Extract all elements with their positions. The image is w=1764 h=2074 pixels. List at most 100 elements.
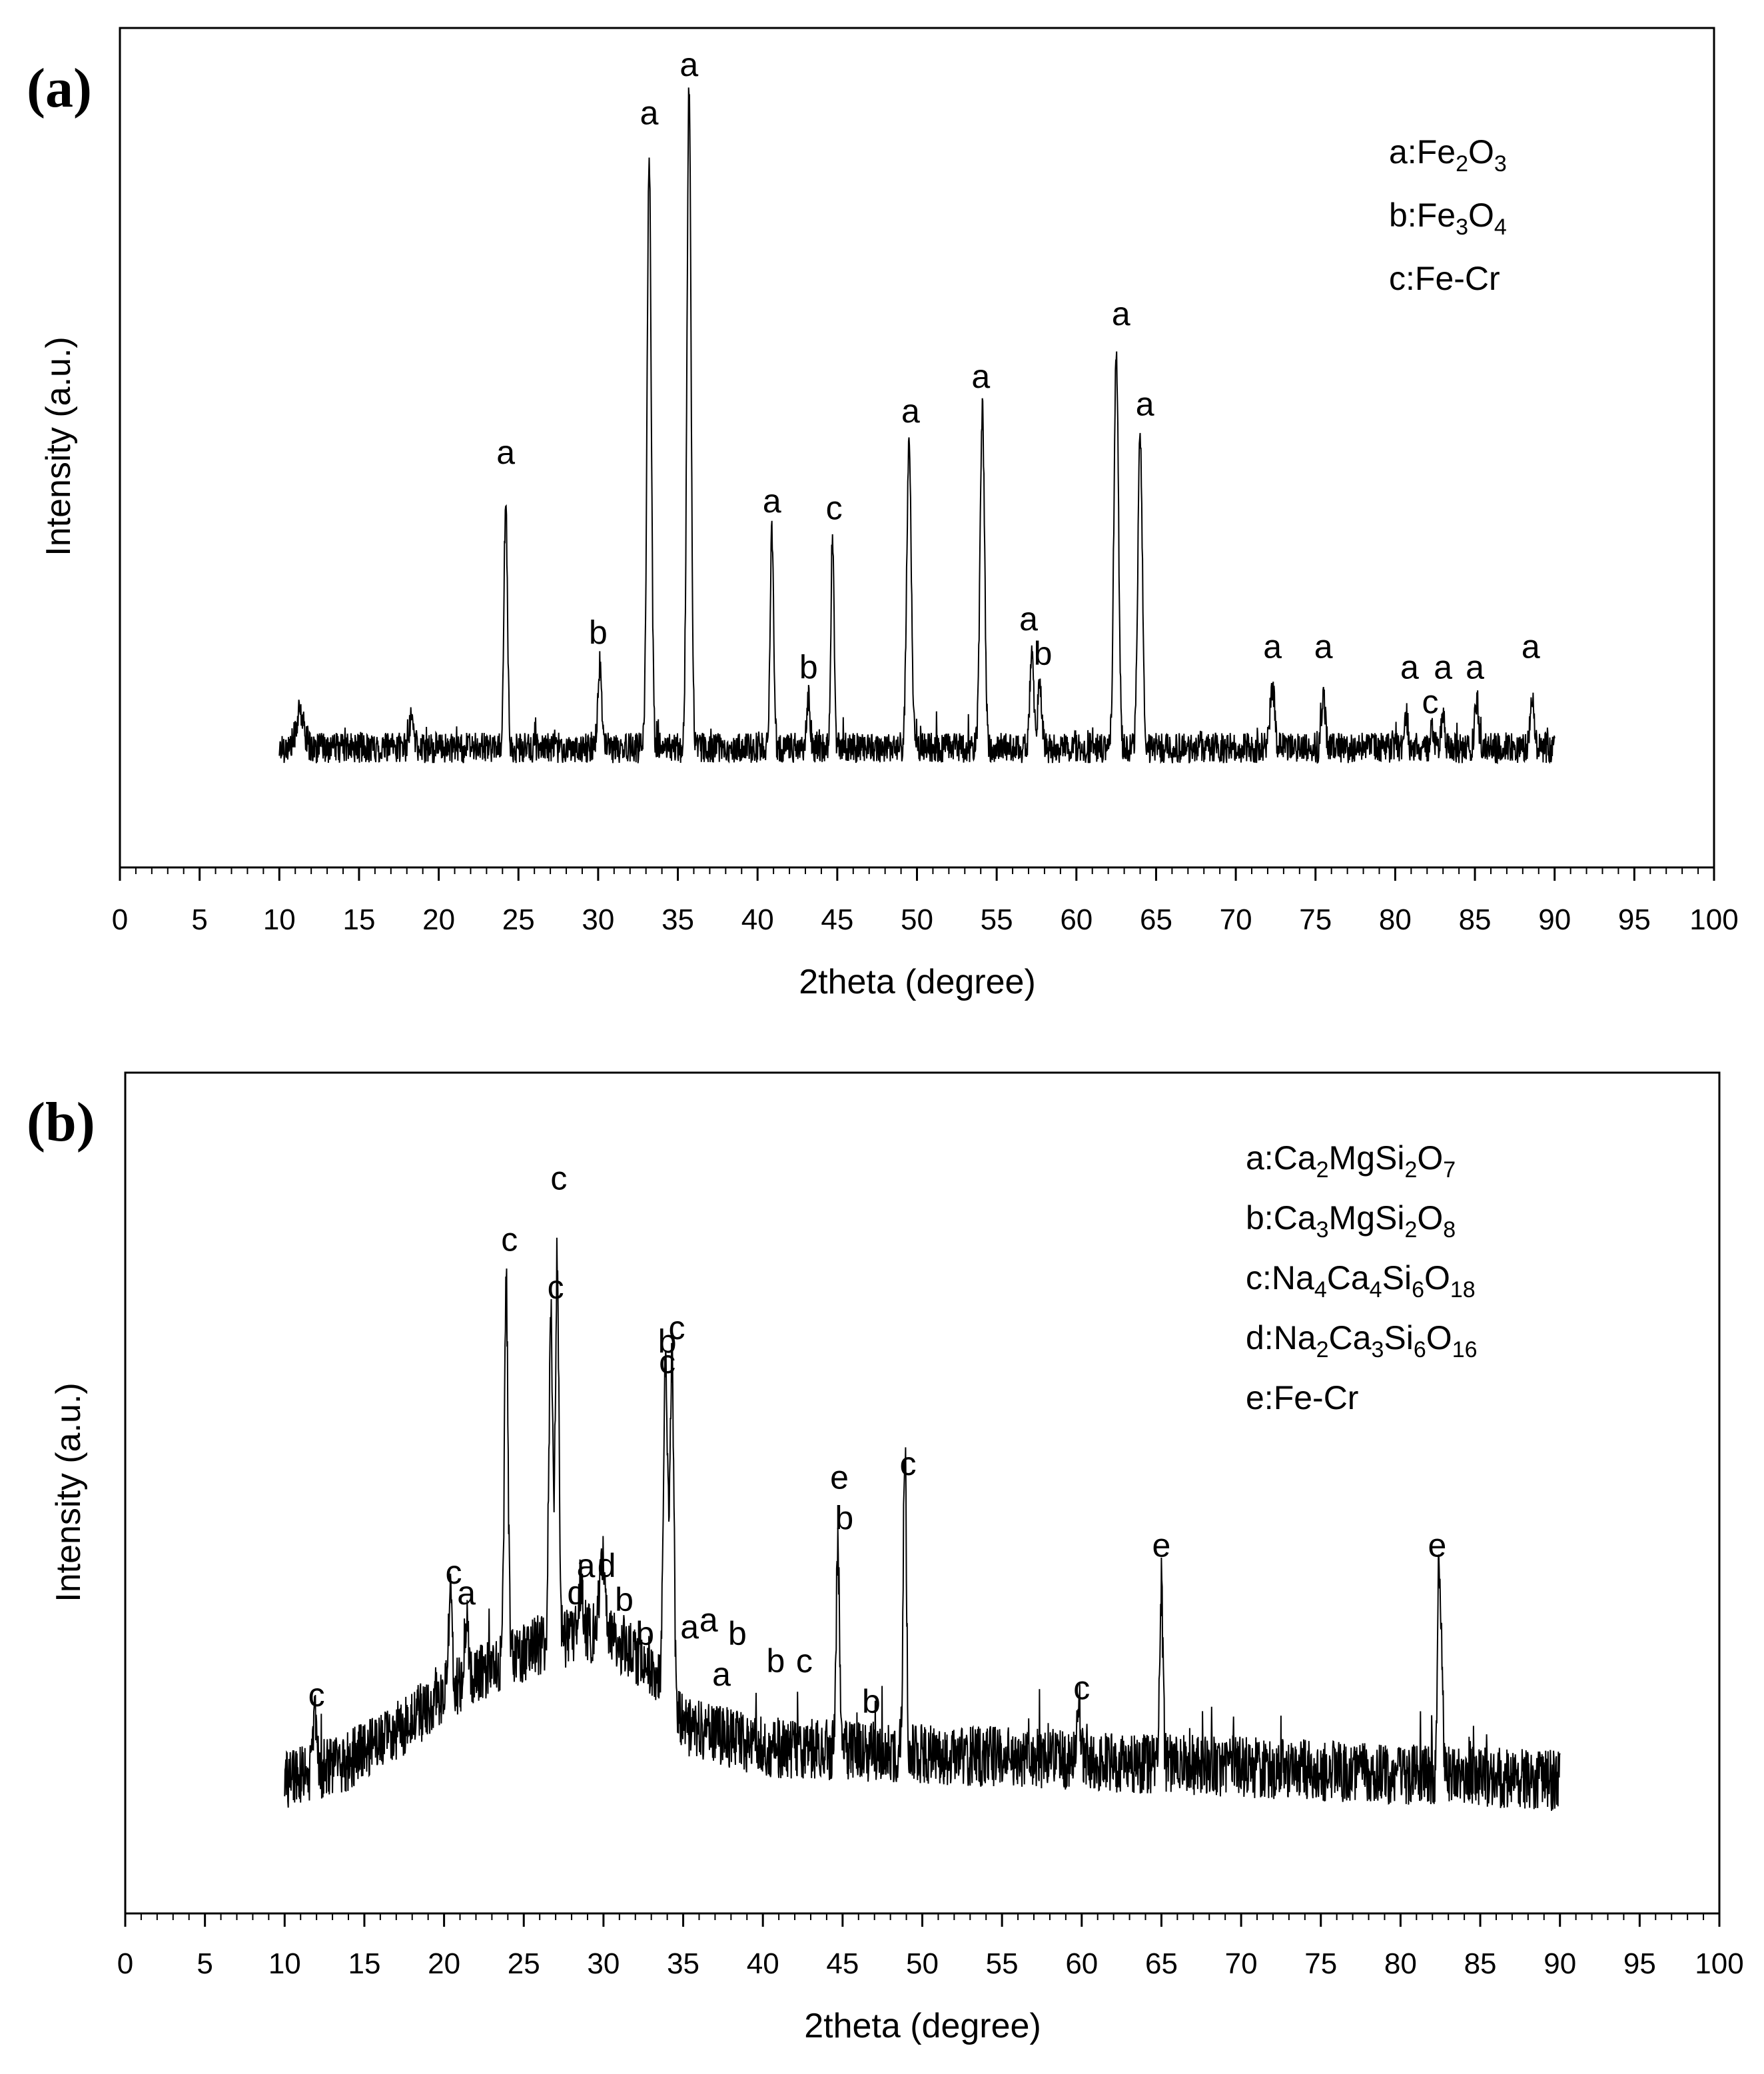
panel-a-y-axis-title: Intensity (a.u.) xyxy=(39,336,78,556)
legend-entry: c:Na4Ca4Si6O18 xyxy=(1246,1259,1476,1302)
x-tick-label: 65 xyxy=(1140,903,1172,936)
x-tick-label: 60 xyxy=(1065,1947,1098,1980)
panel-b-x-tick-labels: 0 5 10 15 20 25 30 35 40 45 50 55 60 65 70 75 80 85 90 95 10… xyxy=(117,1947,1744,1980)
panel-b-x-ticks xyxy=(124,1913,1721,1927)
peak-label-b: b xyxy=(728,1615,747,1652)
x-tick-label: 90 xyxy=(1543,1947,1576,1980)
peak-label-c: c xyxy=(445,1554,462,1591)
x-tick-label: 85 xyxy=(1464,1947,1497,1980)
peak-label-c: c xyxy=(668,1309,685,1346)
x-tick-label: 70 xyxy=(1225,1947,1258,1980)
x-tick-label: 55 xyxy=(986,1947,1019,1980)
legend-entry: b:Fe3O4 xyxy=(1389,197,1507,240)
peak-label-e: e xyxy=(1152,1526,1171,1564)
panel-b-legend: a:Ca2MgSi2O7 b:Ca3MgSi2O8 c:Na4Ca4Si6O18 d:… xyxy=(1246,1139,1478,1416)
x-tick-label: 45 xyxy=(826,1947,859,1980)
x-tick-label: 60 xyxy=(1060,903,1093,936)
x-tick-label: 5 xyxy=(191,903,207,936)
peak-label-d: d xyxy=(598,1547,616,1584)
peak-label-a: a xyxy=(457,1574,476,1612)
x-tick-label: 0 xyxy=(117,1947,133,1980)
peak-label-c: c xyxy=(501,1221,518,1258)
panel-a-x-ticks xyxy=(119,867,1715,881)
panel-a-xrd-chart: (a) 0 5 10 15 20 25 30 35 40 45 50 55 60 65 70 75 80 85 90… xyxy=(27,27,1739,1001)
x-tick-label: 65 xyxy=(1145,1947,1178,1980)
peak-label-a: a xyxy=(680,1608,699,1646)
x-tick-label: 80 xyxy=(1384,1947,1417,1980)
peak-label-d: d xyxy=(567,1574,586,1612)
peak-label-b: b xyxy=(835,1500,853,1537)
x-tick-label: 85 xyxy=(1459,903,1492,936)
peak-label-e: e xyxy=(1428,1526,1447,1564)
peak-label-a: a xyxy=(1522,628,1540,665)
peak-label-a: a xyxy=(901,392,920,430)
peak-label-a: a xyxy=(640,95,659,132)
peak-label-a: a xyxy=(1314,628,1333,665)
x-tick-label: 95 xyxy=(1618,903,1651,936)
x-tick-label: 10 xyxy=(268,1947,301,1980)
x-tick-label: 45 xyxy=(821,903,853,936)
peak-label-a: a xyxy=(577,1547,596,1584)
peak-label-c: c xyxy=(550,1160,567,1197)
panel-b-xrd-chart: (b) 0 5 10 15 20 25 30 35 40 45 50 55 60 65 70 75 80 85 90… xyxy=(27,1071,1744,2045)
x-tick-label: 25 xyxy=(508,1947,540,1980)
peak-label-c: c xyxy=(796,1642,813,1680)
peak-label-a: a xyxy=(1112,295,1130,332)
peak-label-a: a xyxy=(1263,628,1282,665)
x-tick-label: 10 xyxy=(263,903,296,936)
peak-label-b: b xyxy=(658,1322,677,1360)
x-tick-label: 40 xyxy=(741,903,774,936)
peak-label-b: b xyxy=(615,1581,634,1618)
peak-label-c: c xyxy=(308,1676,325,1714)
peak-label-b: b xyxy=(636,1615,654,1652)
x-tick-label: 95 xyxy=(1623,1947,1656,1980)
x-tick-label: 0 xyxy=(112,903,128,936)
x-tick-label: 55 xyxy=(981,903,1013,936)
peak-label-a: a xyxy=(496,434,515,471)
peak-label-c: c xyxy=(1073,1670,1090,1707)
peak-label-a: a xyxy=(699,1602,718,1639)
x-tick-label: 20 xyxy=(422,903,455,936)
x-tick-label: 15 xyxy=(348,1947,380,1980)
peak-label-c: c xyxy=(548,1269,564,1306)
x-tick-label: 50 xyxy=(901,903,933,936)
peak-label-b: b xyxy=(799,649,818,686)
peak-label-c: c xyxy=(659,1343,675,1380)
peak-label-b: b xyxy=(589,614,608,652)
peak-label-a: a xyxy=(1466,649,1484,686)
x-tick-label: 80 xyxy=(1379,903,1412,936)
x-tick-label: 35 xyxy=(667,1947,699,1980)
panel-a-x-tick-labels: 0 5 10 15 20 25 30 35 40 45 50 55 60 65 70 75 80 85 90 95 10… xyxy=(112,903,1739,936)
legend-entry: a:Ca2MgSi2O7 xyxy=(1246,1139,1456,1183)
panel-b-y-axis-title: Intensity (a.u.) xyxy=(49,1382,88,1602)
legend-entry: a:Fe2O3 xyxy=(1389,133,1507,177)
x-tick-label: 15 xyxy=(342,903,375,936)
peak-label-b: b xyxy=(862,1683,881,1720)
x-tick-label: 75 xyxy=(1299,903,1332,936)
x-tick-label: 30 xyxy=(582,903,614,936)
peak-label-a: a xyxy=(712,1656,731,1693)
x-tick-label: 75 xyxy=(1304,1947,1337,1980)
x-tick-label: 20 xyxy=(428,1947,460,1980)
peak-label-a: a xyxy=(763,482,781,520)
peak-label-a: a xyxy=(1019,600,1038,638)
x-tick-label: 100 xyxy=(1689,903,1738,936)
panel-a-legend: a:Fe2O3 b:Fe3O4 c:Fe-Cr xyxy=(1389,133,1507,297)
legend-entry: d:Na2Ca3Si6O16 xyxy=(1246,1319,1478,1362)
peak-label-b: b xyxy=(1034,635,1053,672)
x-tick-label: 40 xyxy=(747,1947,779,1980)
panel-a-x-axis-title: 2theta (degree) xyxy=(799,963,1036,1001)
x-tick-label: 100 xyxy=(1695,1947,1743,1980)
peak-label-c: c xyxy=(899,1445,916,1482)
peak-label-b: b xyxy=(766,1642,785,1680)
legend-entry: b:Ca3MgSi2O8 xyxy=(1246,1199,1456,1243)
legend-entry: c:Fe-Cr xyxy=(1389,260,1500,297)
peak-label-c: c xyxy=(826,489,843,526)
peak-label-a: a xyxy=(1400,649,1419,686)
peak-label-a: a xyxy=(971,358,990,395)
panel-a-label: (a) xyxy=(27,57,92,119)
panel-a-xrd-trace xyxy=(278,87,1555,765)
